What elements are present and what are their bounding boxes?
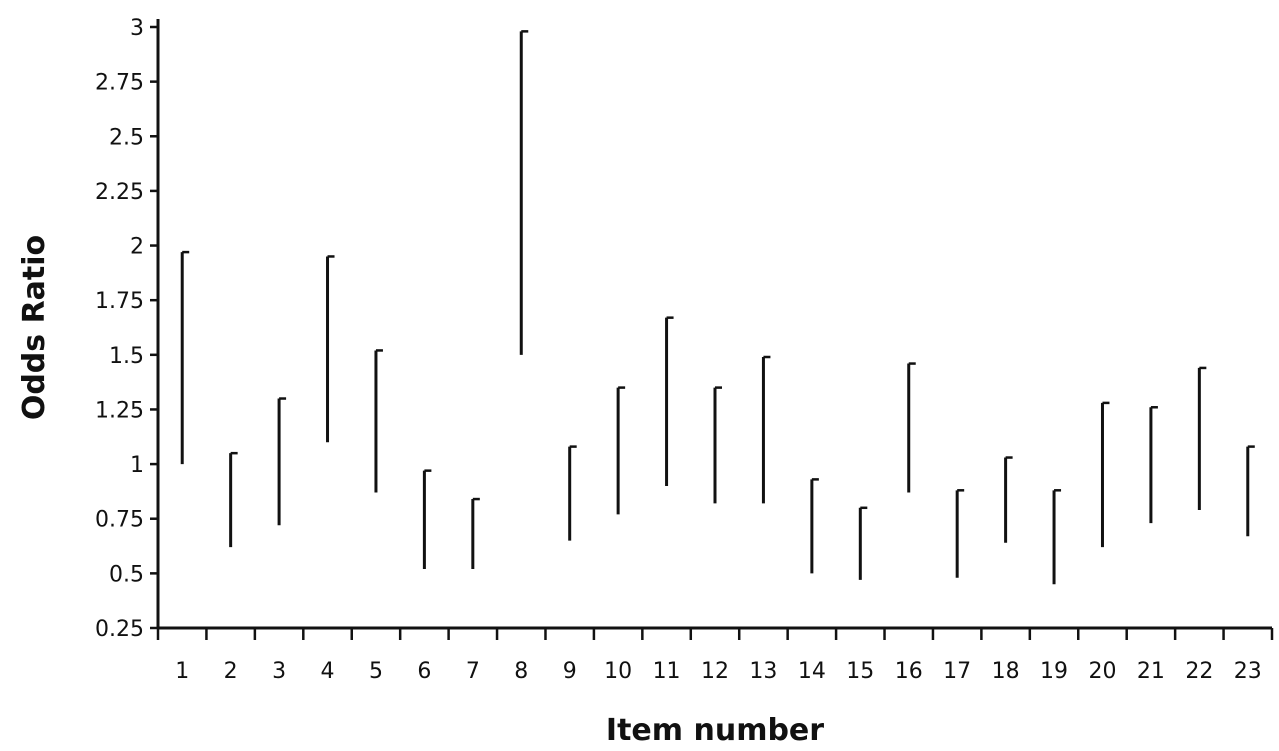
y-tick-label: 2.25 <box>95 180 144 205</box>
x-tick-label: 23 <box>1234 659 1262 684</box>
ci-item-18 <box>1004 456 1013 543</box>
ci-item-6 <box>422 469 432 569</box>
ci-item-16 <box>907 362 916 493</box>
x-tick-label: 2 <box>224 659 238 684</box>
x-tick-label: 21 <box>1137 659 1165 684</box>
x-tick-label: 10 <box>604 659 632 684</box>
ci-item-23 <box>1246 445 1255 537</box>
ci-item-4 <box>326 255 335 443</box>
ci-item-5 <box>374 349 383 493</box>
x-tick-label: 16 <box>895 659 923 684</box>
x-tick-label: 9 <box>563 659 577 684</box>
x-tick-label: 17 <box>943 659 971 684</box>
ci-item-14 <box>810 478 819 574</box>
ci-item-7 <box>471 497 480 569</box>
confidence-intervals <box>180 30 1255 585</box>
ci-item-2 <box>229 451 238 548</box>
x-tick-label: 6 <box>417 659 431 684</box>
ci-item-17 <box>955 489 965 578</box>
ci-item-20 <box>1100 401 1110 548</box>
y-tick-label: 2.5 <box>109 125 144 150</box>
y-tick-label: 0.5 <box>109 562 144 587</box>
y-tick-label: 2.75 <box>95 71 144 96</box>
y-axis-ticks: 0.25 0.5 0.75 1 1.25 1.5 1.75 2 2.25 2.5 2.75 3 <box>95 16 158 642</box>
ci-item-22 <box>1197 366 1207 510</box>
x-axis-title: Item number <box>606 713 824 748</box>
x-tick-label: 4 <box>321 659 335 684</box>
ci-item-19 <box>1052 489 1062 585</box>
x-tick-label: 11 <box>653 659 681 684</box>
y-tick-label: 0.25 <box>95 617 144 642</box>
ci-item-11 <box>665 316 674 486</box>
ci-item-12 <box>713 386 722 504</box>
x-tick-label: 15 <box>846 659 874 684</box>
x-tick-label: 18 <box>992 659 1020 684</box>
x-tick-label: 12 <box>701 659 729 684</box>
x-tick-label: 22 <box>1185 659 1213 684</box>
x-tick-label: 14 <box>798 659 826 684</box>
x-tick-label: 19 <box>1040 659 1068 684</box>
ci-item-3 <box>277 397 287 526</box>
y-tick-label: 0.75 <box>95 508 144 533</box>
x-tick-label: 8 <box>514 659 528 684</box>
y-tick-label: 1 <box>130 453 144 478</box>
ci-item-21 <box>1149 406 1158 524</box>
y-tick-label: 2 <box>130 235 144 260</box>
ci-item-8 <box>519 30 529 355</box>
x-tick-label: 5 <box>369 659 383 684</box>
x-tick-label: 7 <box>466 659 480 684</box>
x-axis-ticks: 1 2 3 4 5 6 7 8 9 10 11 12 13 14 15 16 17 18 19 20 21 22 23 <box>156 628 1274 684</box>
ci-item-10 <box>616 386 626 515</box>
y-tick-label: 1.75 <box>95 289 144 314</box>
x-tick-label: 20 <box>1088 659 1116 684</box>
ci-item-13 <box>761 355 771 504</box>
ci-item-15 <box>858 506 868 580</box>
y-tick-label: 1.5 <box>109 344 144 369</box>
x-tick-label: 1 <box>175 659 189 684</box>
y-tick-label: 3 <box>130 16 144 41</box>
x-tick-label: 3 <box>272 659 286 684</box>
ci-item-9 <box>568 445 577 541</box>
x-tick-label: 13 <box>749 659 777 684</box>
y-axis-title: Odds Ratio <box>17 235 52 420</box>
ci-item-1 <box>180 250 190 465</box>
y-tick-label: 1.25 <box>95 398 144 423</box>
